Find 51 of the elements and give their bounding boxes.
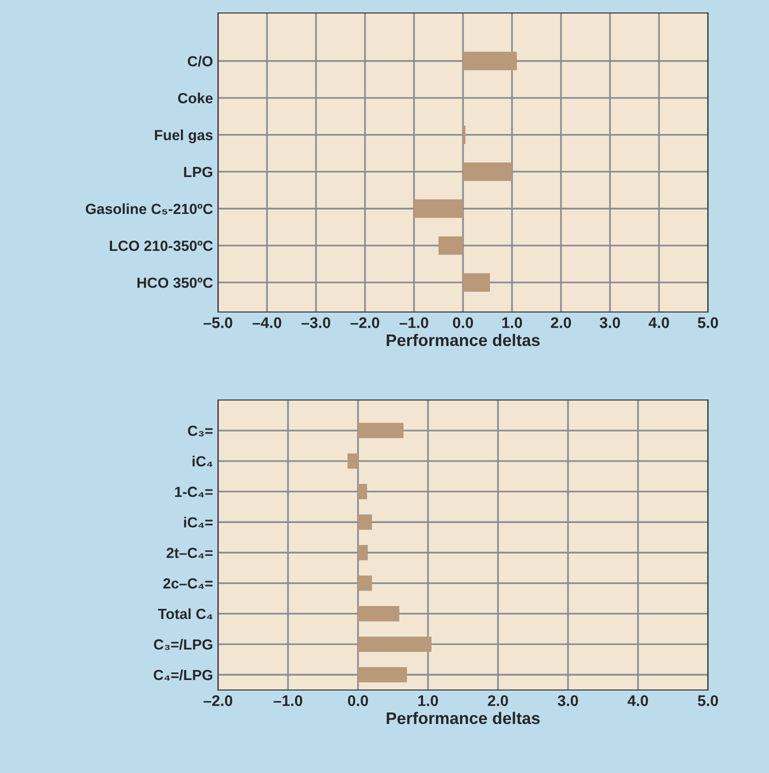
- x-tick-label: 0.0: [348, 695, 368, 706]
- y-tick-label: C₃=: [188, 426, 213, 436]
- y-tick-label: Gasoline C₅-210ºC: [86, 203, 213, 214]
- y-tick-label: Coke: [178, 92, 213, 104]
- bar: [358, 422, 404, 438]
- x-tick-label: 1.0: [502, 317, 522, 328]
- y-tick-label: LPG: [184, 166, 212, 178]
- bar: [358, 576, 372, 591]
- y-tick-label: 1-C₄=: [175, 486, 213, 498]
- y-tick-label: C/O: [188, 56, 213, 67]
- bar: [463, 162, 512, 181]
- y-tick-label: C₃=/LPG: [154, 638, 212, 650]
- x-tick-label: 2.0: [488, 695, 508, 706]
- x-tick-label: –3.0: [302, 317, 330, 328]
- bar: [358, 545, 368, 560]
- bar: [358, 606, 400, 622]
- x-tick-label: 2.0: [550, 317, 571, 328]
- bar: [463, 52, 517, 70]
- x-tick-label: 3.0: [600, 317, 620, 328]
- bar: [414, 199, 463, 218]
- y-tick-label: 2c–C₄=: [163, 578, 213, 589]
- bar: [358, 667, 407, 682]
- y-tick-label: iC₄=: [184, 516, 213, 528]
- x-tick-label: 0.0: [452, 317, 473, 328]
- x-tick-label: 4.0: [628, 695, 648, 706]
- x-tick-label: 5.0: [698, 317, 718, 328]
- x-tick-label: 1.0: [418, 695, 438, 706]
- x-tick-label: 5.0: [698, 695, 718, 706]
- x-tick-label: –1.0: [274, 695, 302, 706]
- x-tick-label: –2.0: [204, 695, 232, 706]
- x-tick-label: –2.0: [350, 317, 380, 328]
- x-tick-label: –5.0: [204, 317, 232, 328]
- x-tick-label: 4.0: [648, 317, 669, 328]
- x-tick-label: –4.0: [252, 317, 282, 328]
- x-axis-title: Performance deltas: [386, 712, 540, 724]
- bar: [438, 236, 463, 255]
- bar: [358, 484, 368, 500]
- y-tick-label: C₄=/LPG: [154, 669, 212, 680]
- bar: [348, 453, 358, 469]
- bar: [463, 273, 490, 292]
- bar: [358, 636, 432, 652]
- y-tick-label: Fuel gas: [154, 130, 213, 144]
- x-axis-title: Performance deltas: [386, 334, 540, 346]
- bar: [358, 514, 372, 530]
- y-tick-label: iC₄: [192, 456, 212, 467]
- x-tick-label: 3.0: [558, 695, 578, 706]
- y-tick-label: 2t–C₄=: [166, 548, 213, 558]
- y-tick-label: HCO 350ºC: [137, 278, 213, 288]
- y-tick-label: LCO 210-350ºC: [110, 240, 213, 252]
- x-tick-label: –1.0: [400, 317, 428, 328]
- y-tick-label: Total C₄: [158, 608, 212, 620]
